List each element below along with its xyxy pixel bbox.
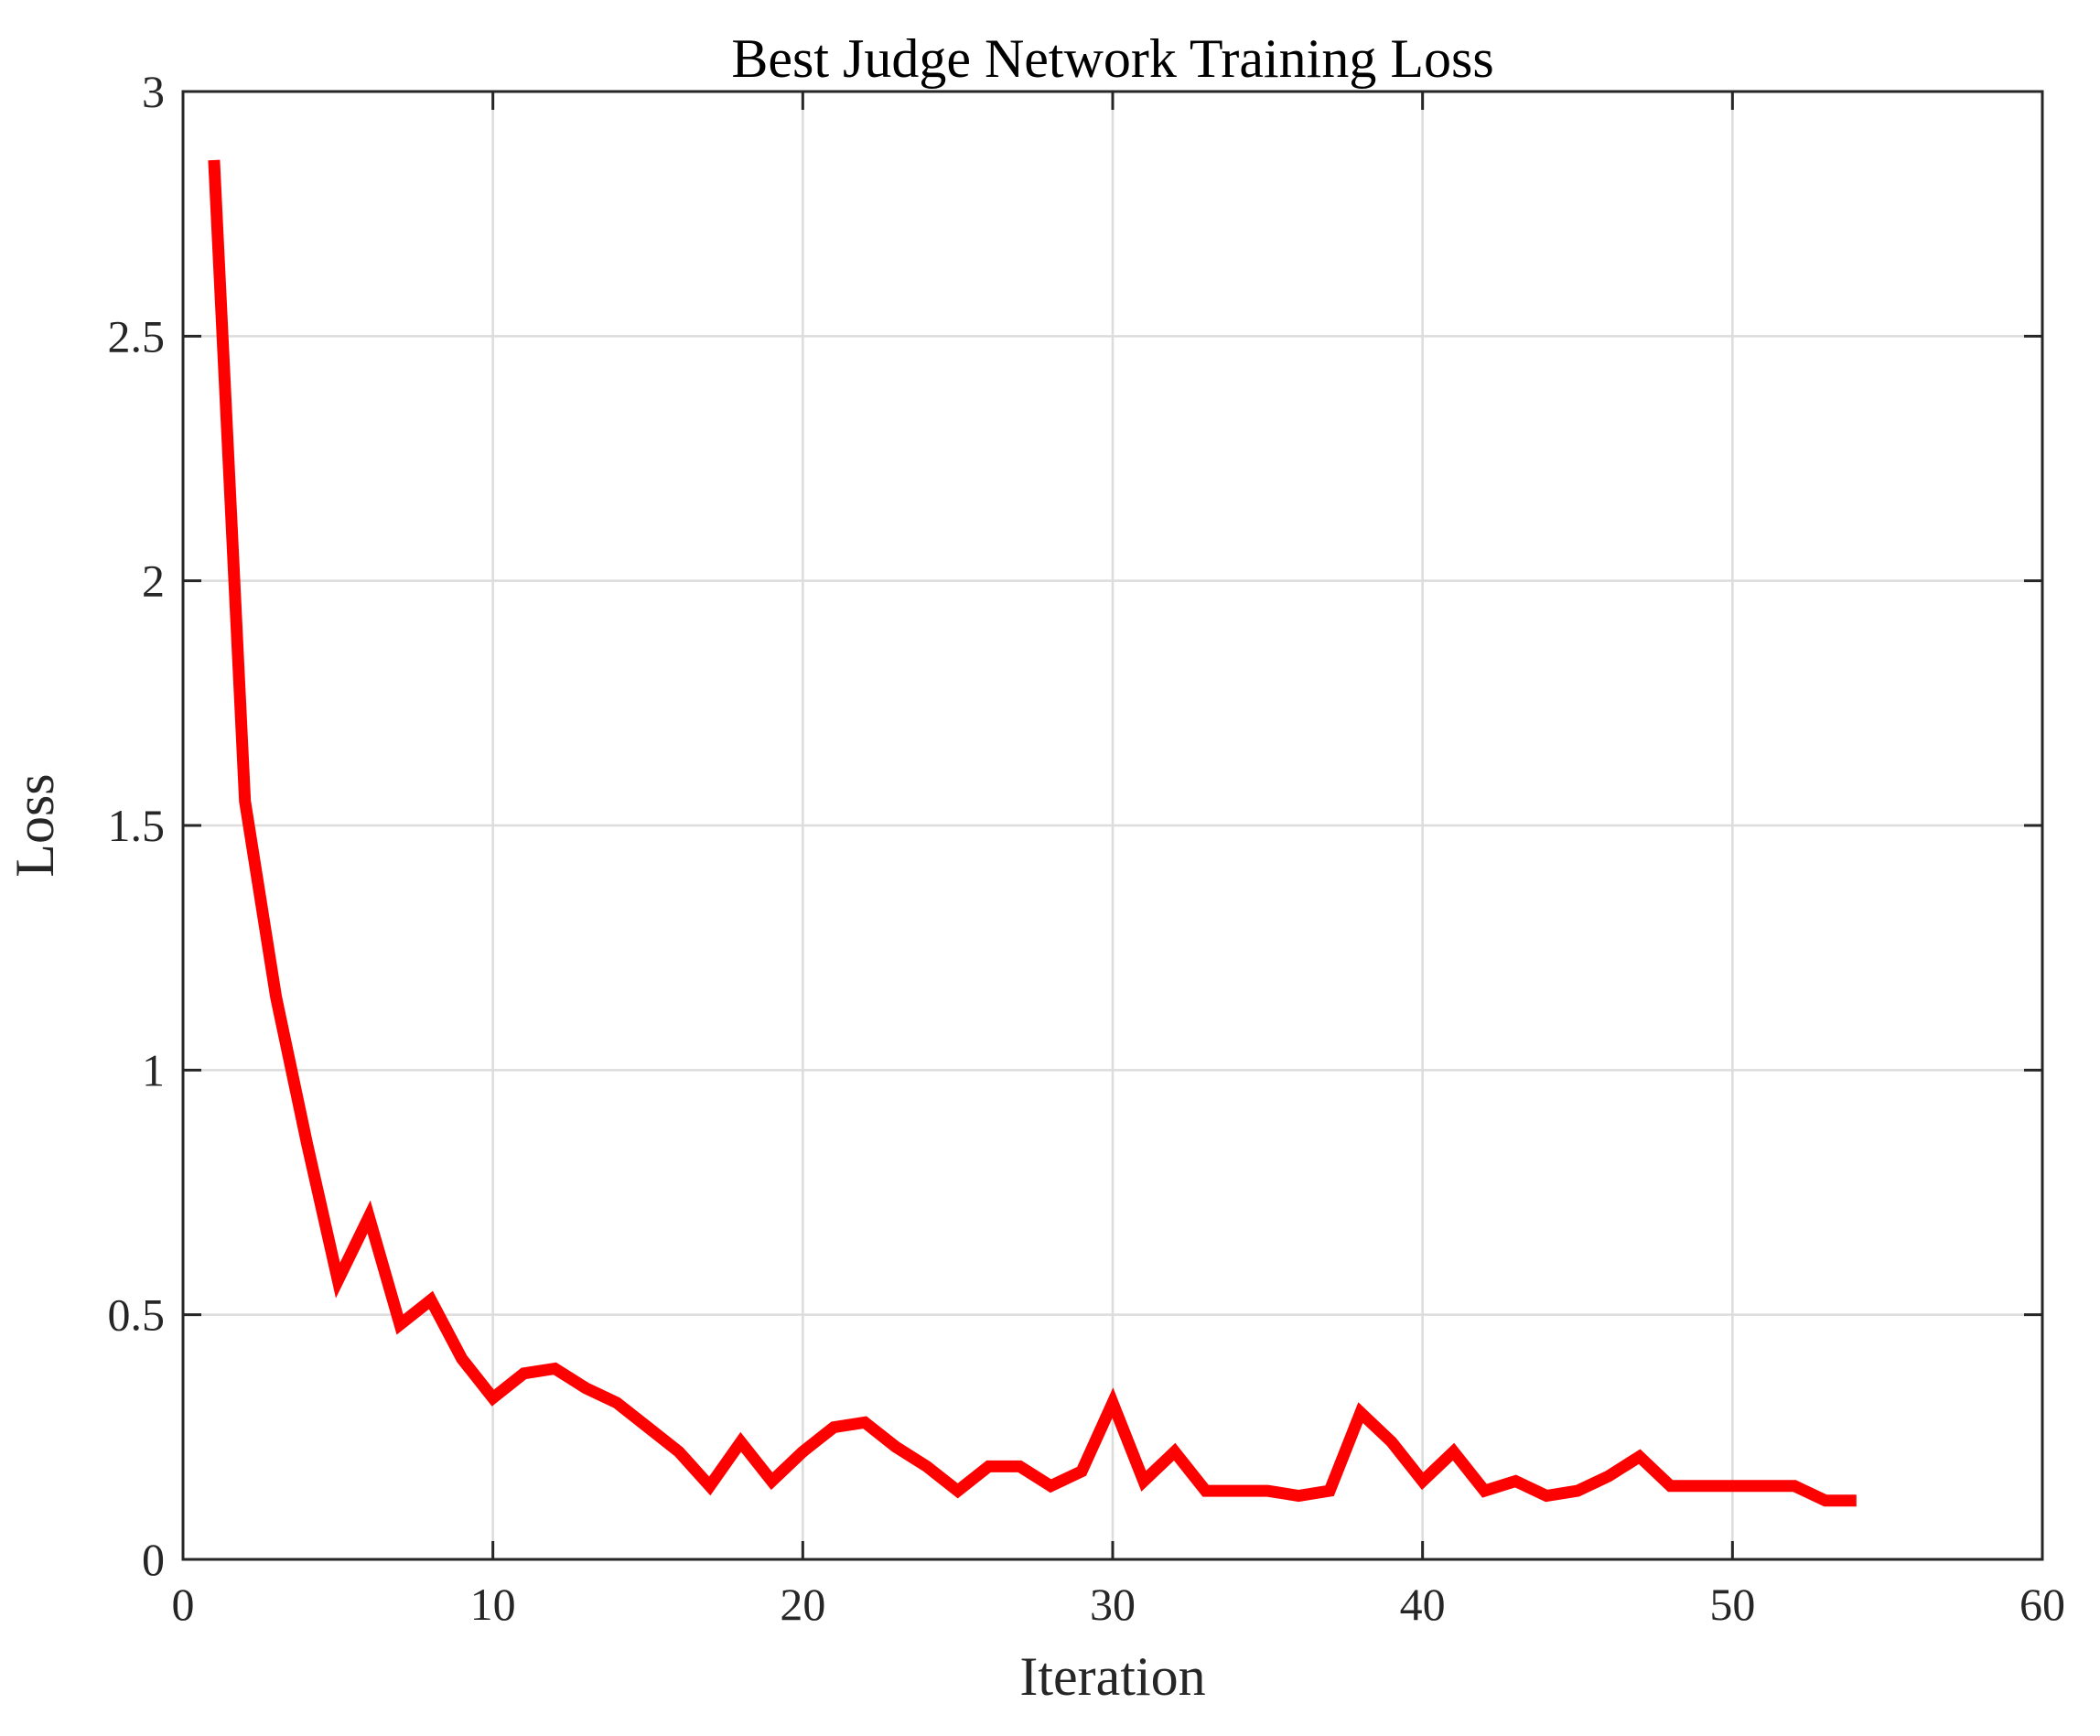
y-tick-label: 3 bbox=[142, 66, 165, 117]
y-tick-label: 0 bbox=[142, 1534, 165, 1585]
grid bbox=[183, 92, 2042, 1559]
chart-title: Best Judge Network Training Loss bbox=[731, 28, 1493, 89]
x-tick-label: 20 bbox=[780, 1579, 825, 1630]
y-tick-label: 0.5 bbox=[108, 1289, 166, 1341]
x-tick-label: 50 bbox=[1709, 1579, 1755, 1630]
y-tick-label: 2 bbox=[142, 555, 165, 607]
series-line bbox=[208, 159, 1857, 1507]
series-layer bbox=[208, 159, 1857, 1507]
x-tick-label: 40 bbox=[1400, 1579, 1446, 1630]
y-tick-label: 1.5 bbox=[108, 800, 166, 851]
x-axis-label: Iteration bbox=[1019, 1646, 1205, 1707]
y-tick-label: 1 bbox=[142, 1044, 165, 1095]
x-tick-label: 0 bbox=[172, 1579, 195, 1630]
x-tick-label: 60 bbox=[2019, 1579, 2065, 1630]
x-tick-label: 30 bbox=[1090, 1579, 1136, 1630]
ticks: 0 10 20 30 40 50 60 0 0.5 1 1.5 2 2.5 3 bbox=[108, 66, 2066, 1630]
y-axis-label: Loss bbox=[5, 773, 65, 877]
x-tick-label: 10 bbox=[470, 1579, 516, 1630]
y-tick-label: 2.5 bbox=[108, 310, 166, 361]
